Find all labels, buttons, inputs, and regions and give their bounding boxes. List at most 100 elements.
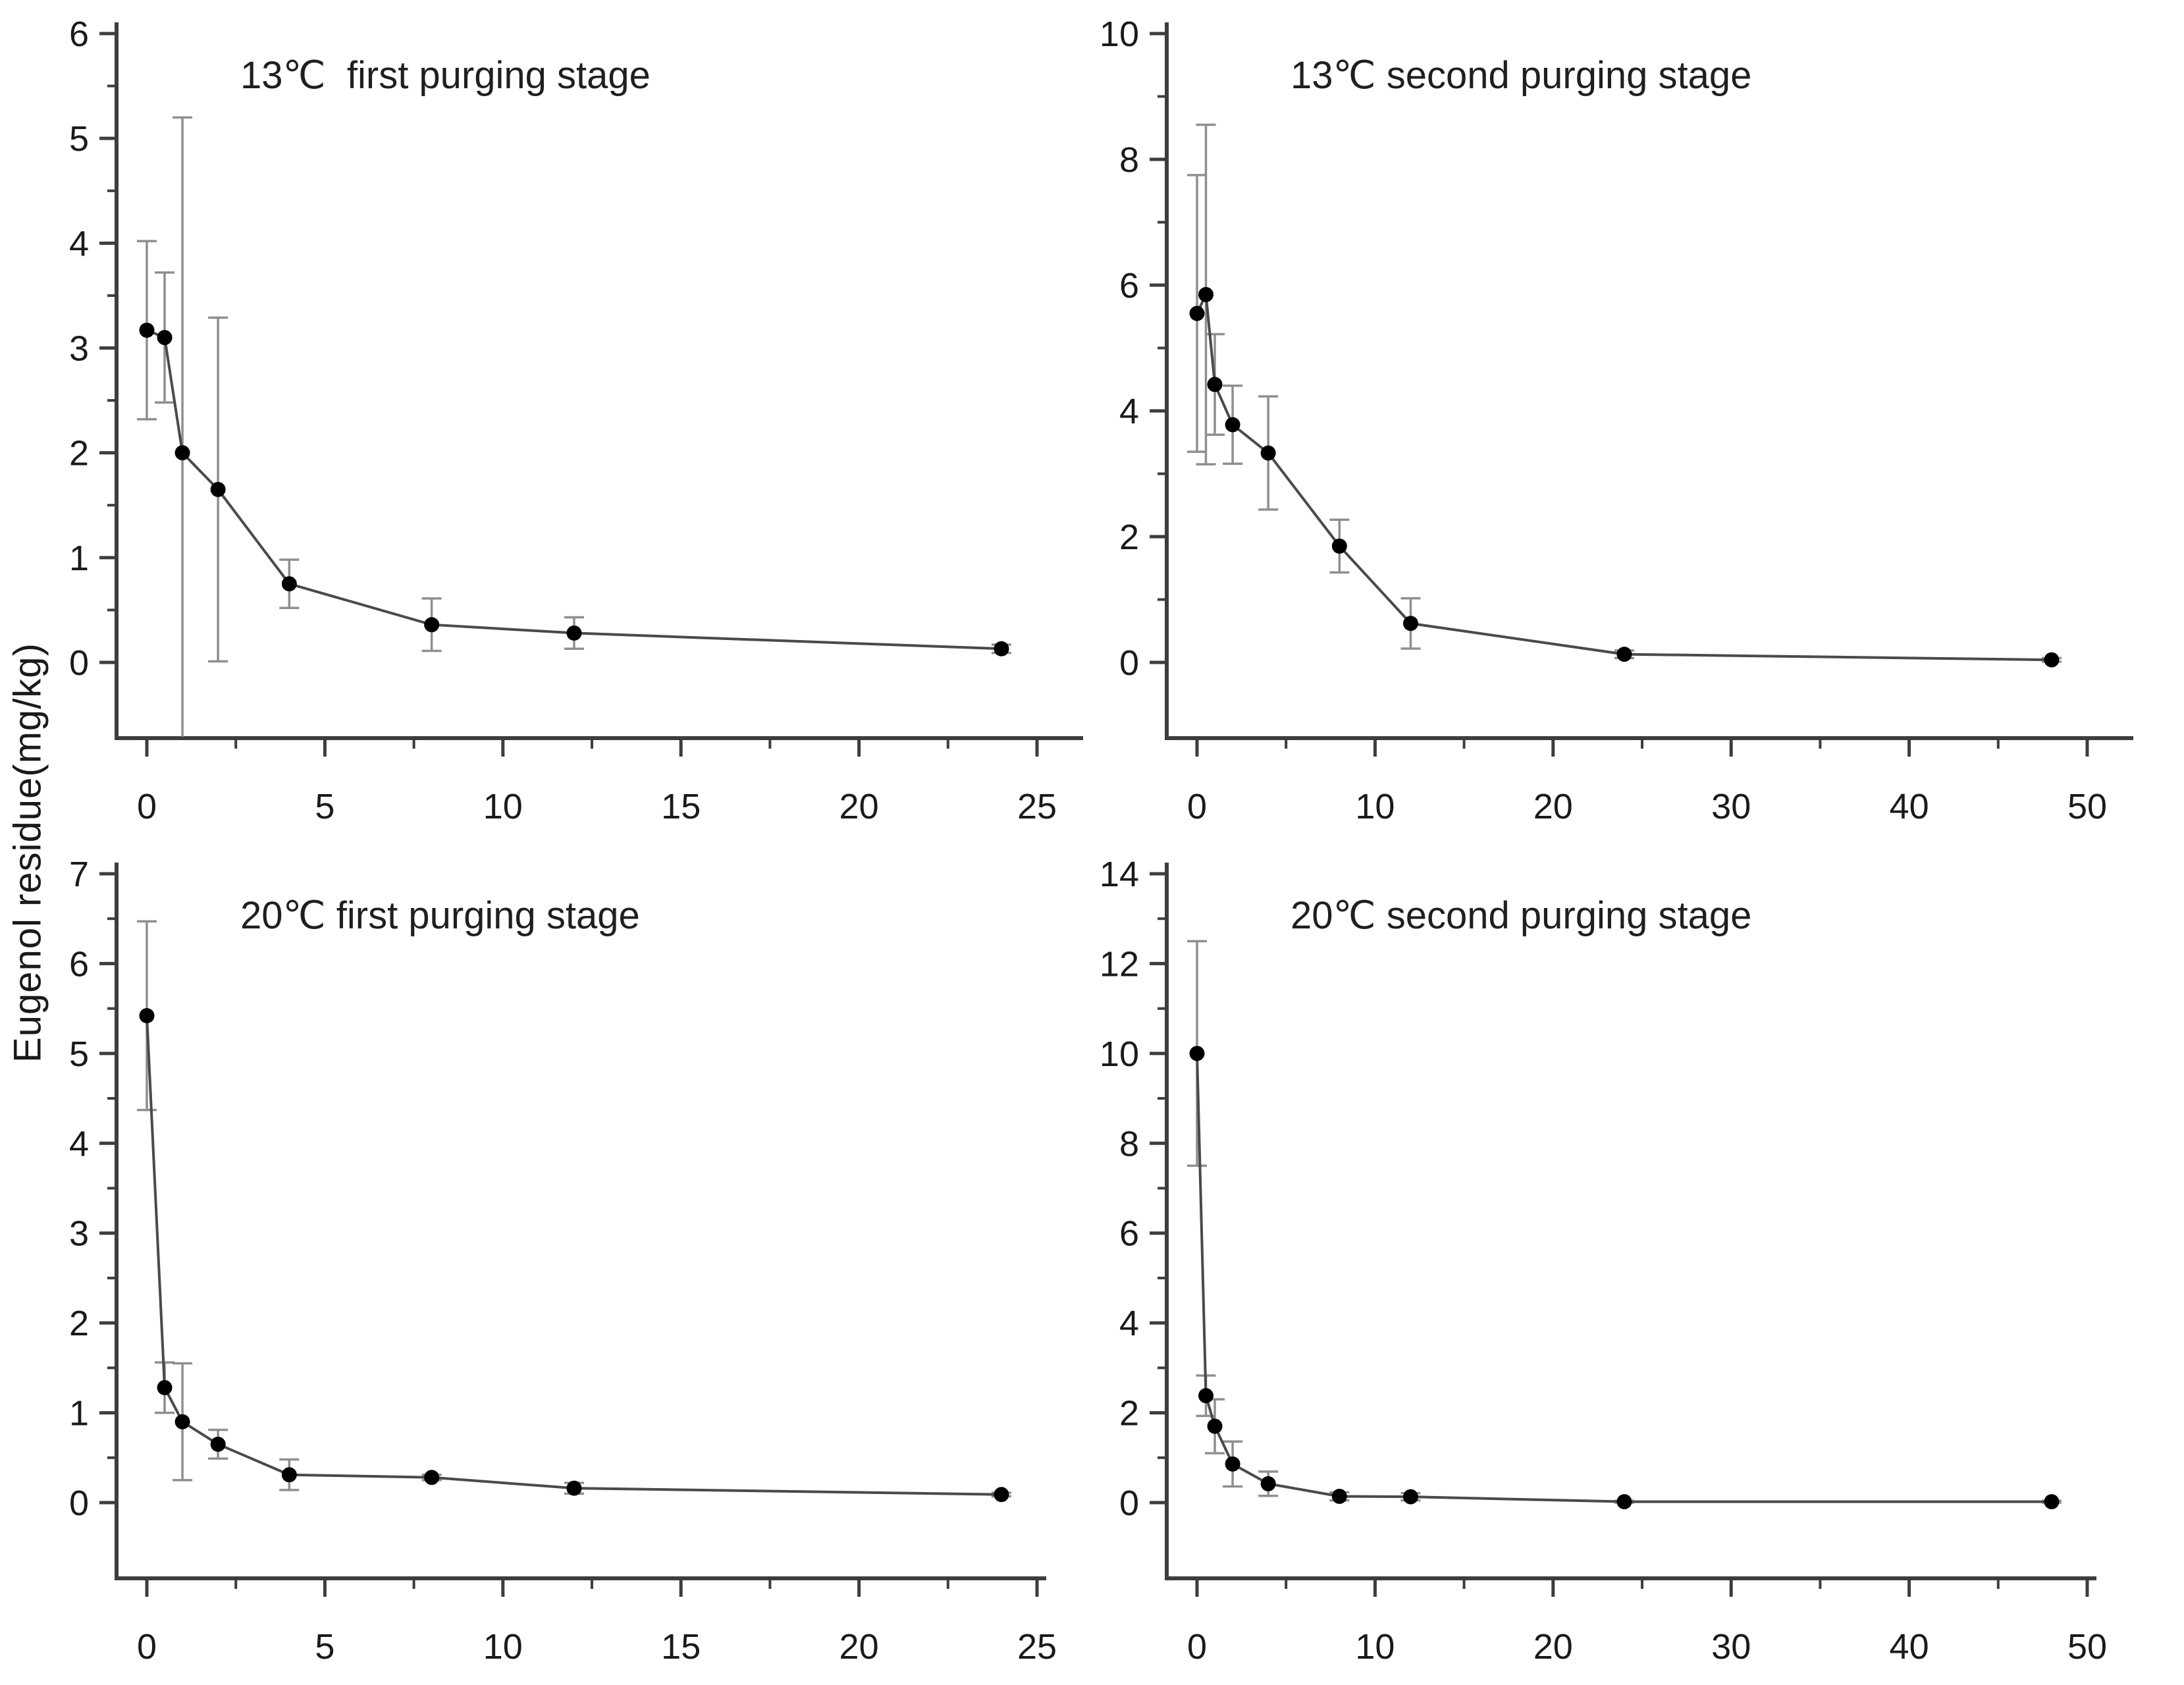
x-tick-label: 50 (2067, 1627, 2107, 1667)
data-point (1198, 1388, 1214, 1404)
y-tick-label: 3 (69, 329, 89, 369)
panel-13c-second-purging-chart: 0 2 4 6 8 10 0 10 20 30 40 50 13℃ second purging sta… (1100, 14, 2133, 826)
y-tick-label: 4 (69, 1124, 89, 1163)
x-tick-label: 0 (1187, 1627, 1207, 1667)
data-point (281, 576, 297, 592)
x-tick-label: 50 (2067, 787, 2107, 826)
data-point (1616, 647, 1632, 662)
y-tick-label: 4 (1119, 392, 1139, 431)
panel-20c-first-purging-chart: 0 1 2 3 4 5 6 7 0 5 10 15 20 25 20℃ first purging stag… (69, 855, 1057, 1667)
y-tick-label: 0 (1119, 643, 1139, 683)
y-tick-label: 0 (69, 1484, 89, 1523)
data-point (424, 1470, 440, 1485)
data-point (139, 1008, 155, 1024)
panel-20c-second-purging-chart: 0 2 4 6 8 10 12 14 0 10 20 30 40 50 20℃ second purging… (1100, 855, 2107, 1667)
data-point (1189, 306, 1205, 321)
y-tick-label: 6 (69, 14, 89, 54)
series-line (1196, 1053, 2052, 1503)
y-tick-label: 2 (1119, 1394, 1139, 1433)
x-tick-label: 40 (1890, 1627, 1929, 1667)
series-line (146, 1015, 1001, 1496)
y-tick-label: 6 (69, 944, 89, 984)
y-tick-label: 14 (1100, 855, 1139, 894)
x-tick-label: 20 (1533, 1627, 1573, 1667)
data-point (157, 330, 173, 346)
x-tick-label: 30 (1711, 1627, 1751, 1667)
data-point (281, 1467, 297, 1483)
x-tick-label: 0 (137, 787, 157, 826)
data-point (1189, 1046, 1205, 1061)
y-tick-label: 5 (69, 1034, 89, 1074)
y-tick-label: 6 (1119, 266, 1139, 306)
panel-title: 20℃ second purging stage (1291, 894, 1751, 937)
data-point (1402, 1489, 1418, 1505)
data-point (994, 1487, 1009, 1503)
y-tick-label: 10 (1100, 1034, 1139, 1074)
x-tick-label: 20 (839, 1627, 879, 1667)
data-point (1225, 417, 1240, 433)
series-line (1196, 289, 2052, 662)
x-tick-label: 25 (1017, 787, 1057, 826)
y-tick-label: 8 (1119, 1124, 1139, 1163)
x-tick-label: 0 (137, 1627, 157, 1667)
data-point (1207, 1418, 1223, 1434)
data-point (1331, 1488, 1347, 1504)
x-tick-label: 15 (661, 1627, 701, 1667)
data-point (174, 445, 190, 461)
data-point (174, 1414, 190, 1430)
x-tick-label: 10 (483, 1627, 523, 1667)
y-tick-label: 6 (1119, 1214, 1139, 1254)
data-point (1260, 1476, 1276, 1491)
panel-title: 20℃ first purging stage (240, 894, 640, 937)
data-point (210, 1436, 226, 1452)
y-tick-label: 5 (69, 119, 89, 159)
y-tick-label: 1 (69, 1394, 89, 1433)
x-tick-label: 25 (1017, 1627, 1057, 1667)
data-point (2044, 652, 2060, 668)
y-tick-label: 10 (1100, 14, 1139, 54)
data-point (1260, 445, 1276, 461)
y-tick-label: 4 (1119, 1304, 1139, 1343)
y-tick-label: 7 (69, 855, 89, 894)
x-tick-label: 20 (839, 787, 879, 826)
panel-title: 13℃ first purging stage (240, 54, 651, 97)
y-tick-label: 1 (69, 539, 89, 578)
series-line (146, 329, 1001, 651)
data-point (1207, 377, 1223, 392)
panel-title: 13℃ second purging stage (1291, 54, 1751, 97)
y-tick-label: 8 (1119, 140, 1139, 180)
y-tick-label: 2 (1119, 518, 1139, 557)
y-tick-label: 2 (69, 434, 89, 473)
x-tick-label: 40 (1890, 787, 1929, 826)
x-tick-label: 15 (661, 787, 701, 826)
x-tick-label: 0 (1187, 787, 1207, 826)
data-point (1402, 616, 1418, 631)
x-tick-label: 5 (315, 1627, 334, 1667)
y-tick-label: 12 (1100, 944, 1139, 984)
x-tick-label: 10 (1355, 1627, 1395, 1667)
data-point (1198, 286, 1214, 302)
data-point (1331, 538, 1347, 554)
y-tick-label: 4 (69, 224, 89, 263)
y-tick-label: 0 (69, 643, 89, 683)
data-point (566, 1480, 582, 1496)
data-point (424, 617, 440, 633)
data-point (566, 625, 582, 641)
data-point (139, 322, 155, 338)
panel-13c-first-purging-chart: 0 1 2 3 4 5 6 0 5 10 15 20 25 13℃ first purging stage (69, 14, 1083, 826)
x-tick-label: 10 (483, 787, 523, 826)
data-point (994, 641, 1009, 656)
y-tick-label: 2 (69, 1304, 89, 1343)
data-point (157, 1379, 173, 1395)
x-tick-label: 10 (1355, 787, 1395, 826)
data-point (2044, 1494, 2060, 1510)
data-point (1616, 1494, 1632, 1510)
y-tick-label: 0 (1119, 1484, 1139, 1523)
y-tick-label: 3 (69, 1214, 89, 1254)
data-point (210, 481, 226, 497)
x-tick-label: 5 (315, 787, 334, 826)
x-tick-label: 30 (1711, 787, 1751, 826)
data-point (1225, 1456, 1240, 1472)
x-tick-label: 20 (1533, 787, 1573, 826)
